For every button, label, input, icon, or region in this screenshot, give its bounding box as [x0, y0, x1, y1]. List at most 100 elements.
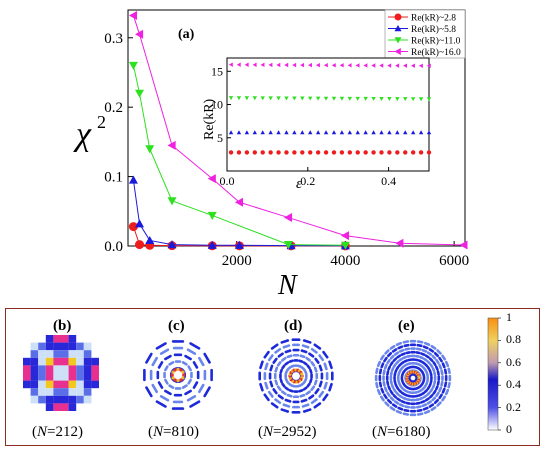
field-lobe — [415, 347, 422, 351]
inset-x-tick-label: 0.0 — [220, 174, 235, 188]
field-hotspot — [179, 368, 183, 372]
field-pixel — [61, 365, 69, 373]
field-lobe — [297, 384, 302, 388]
field-lobe — [433, 351, 440, 358]
field-hotspot — [179, 378, 183, 382]
field-lobe — [415, 401, 421, 405]
field-lobe — [184, 354, 192, 361]
field-lobe — [281, 382, 286, 388]
inset-data-point — [292, 62, 297, 68]
field-lobe — [423, 384, 427, 389]
field-lobe — [421, 360, 426, 365]
field-lobe — [314, 388, 320, 395]
field-lobe — [168, 384, 175, 389]
field-lobe — [432, 361, 437, 367]
field-pixel — [68, 335, 77, 343]
inset-data-point — [379, 130, 384, 135]
field-lobe — [386, 351, 393, 358]
field-lobe — [400, 386, 405, 391]
field-lobe — [386, 380, 390, 386]
inset-data-point — [315, 150, 321, 155]
field-pixel — [38, 350, 46, 358]
field-lobe — [405, 401, 411, 405]
main-axis-ticks: 2000 4000 6000 0.0 0.1 0.2 0.3 — [104, 31, 469, 269]
field-lobe — [164, 378, 169, 385]
field-lobe — [444, 360, 450, 368]
field-lobe — [287, 382, 292, 387]
field-lobe — [403, 359, 409, 363]
field-lobe — [394, 368, 398, 374]
x-axis-label: N — [277, 270, 298, 301]
field-lobe — [433, 398, 440, 405]
field-hotspot — [173, 378, 177, 382]
inset-series-group — [228, 62, 432, 155]
field-lobe — [428, 403, 435, 408]
inset-y-tick-label: 10 — [211, 98, 223, 112]
field-lobe — [305, 356, 311, 362]
field-pixel — [53, 357, 61, 366]
field-lobe — [269, 364, 274, 372]
field-lobe — [192, 361, 199, 369]
inset-data-point — [331, 150, 337, 155]
field-lobe — [318, 364, 323, 372]
inset-data-point — [347, 96, 353, 101]
field-pixel — [38, 388, 46, 396]
panel-b-caption: (N=212) — [32, 424, 83, 440]
field-pixel — [23, 357, 31, 366]
field-lobe — [274, 366, 279, 373]
inset-data-point — [371, 96, 376, 101]
inset-data-point — [284, 96, 289, 101]
field-lobe — [264, 381, 269, 390]
field-lobe — [391, 348, 398, 353]
field-lobe — [389, 406, 396, 412]
inset-data-point — [410, 97, 416, 102]
field-lobe — [428, 348, 435, 353]
data-point — [128, 175, 138, 184]
field-lobe — [398, 348, 405, 353]
field-lobe — [424, 354, 430, 359]
field-pixel — [45, 403, 54, 411]
inset-data-point — [228, 62, 233, 67]
field-lobe — [310, 347, 318, 354]
data-point — [459, 240, 468, 250]
field-pixel — [83, 365, 92, 373]
data-point — [128, 222, 138, 232]
inset-data-point — [371, 63, 376, 68]
inset-data-point — [300, 150, 305, 155]
field-lobe — [280, 339, 290, 344]
field-lobe — [284, 361, 290, 366]
panel-a-label: (a) — [178, 27, 195, 42]
field-lobe — [309, 378, 313, 384]
field-lobe — [415, 351, 421, 355]
inset-data-point — [339, 96, 345, 101]
inset-data-point — [236, 150, 242, 155]
field-lobe — [298, 389, 304, 393]
field-lobe — [376, 388, 382, 396]
panel-d-label: (d) — [284, 318, 303, 334]
field-lobe — [279, 378, 283, 384]
inset-data-point — [387, 130, 392, 135]
field-lobe — [306, 382, 311, 388]
field-lobe — [276, 385, 282, 391]
field-lobe — [382, 369, 386, 376]
field-pixel — [76, 388, 84, 396]
field-pixel — [45, 373, 54, 381]
field-pixel — [53, 403, 61, 411]
inset-data-point — [379, 97, 384, 101]
field-lobe — [299, 354, 306, 359]
field-pixel — [30, 395, 39, 404]
field-lobe — [434, 365, 439, 371]
data-point — [340, 241, 350, 250]
field-lobe — [274, 347, 282, 354]
field-lobe — [405, 362, 410, 366]
field-map-c — [142, 339, 214, 411]
field-lobe — [399, 367, 403, 372]
field-lobe — [304, 370, 308, 375]
data-point — [135, 219, 145, 228]
field-pixel — [68, 365, 77, 373]
field-lobe — [290, 364, 295, 368]
field-lobe — [187, 365, 192, 372]
field-lobe — [394, 351, 400, 356]
field-lobe — [443, 381, 448, 388]
inset-data-point — [355, 96, 360, 101]
